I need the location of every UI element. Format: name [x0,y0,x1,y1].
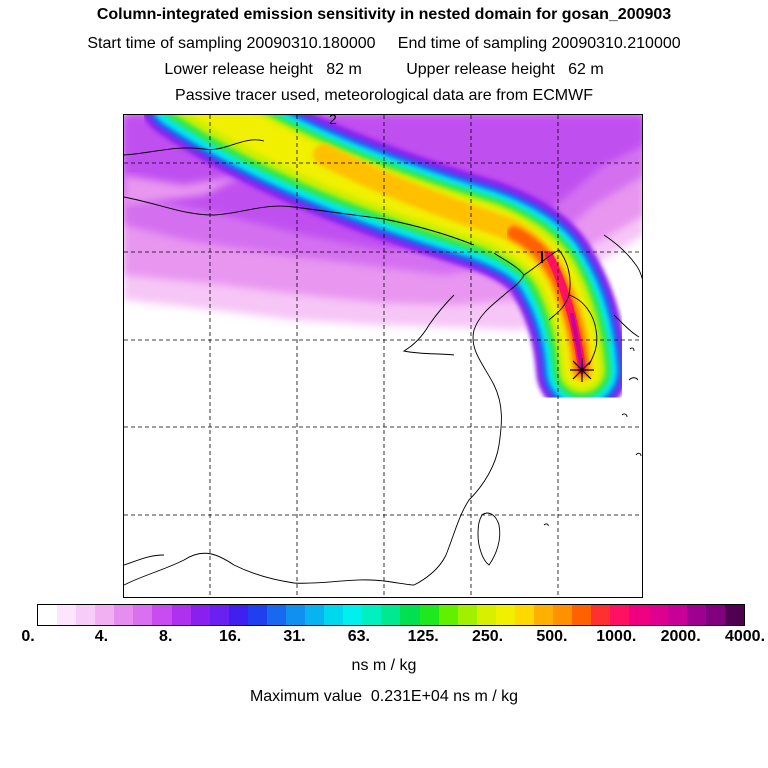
colorbar-cell [438,605,458,625]
colorbar-tick-label: 1000. [596,628,637,645]
colorbar-cell [362,605,382,625]
colorbar-cell [648,605,668,625]
colorbar-tick-label: 8. [159,628,173,645]
colorbar-cell [724,605,744,625]
colorbar-cell [667,605,687,625]
colorbar [37,604,745,626]
colorbar-cell [95,605,115,625]
colorbar-tick-label: 500. [536,628,568,645]
colorbar-cell [305,605,325,625]
graticule [124,115,642,597]
colorbar-cell [629,605,649,625]
colorbar-cell [133,605,153,625]
colorbar-cell [495,605,515,625]
colorbar-cell [57,605,77,625]
colorbar-tick-label: 63. [347,628,370,645]
colorbar-cell [686,605,706,625]
colorbar-tick-label: 4. [94,628,109,645]
colorbar-cell [38,605,58,625]
release-height-line: Lower release height 82 m Upper release … [164,61,604,78]
emission-sensitivity-map: 2 [123,114,643,598]
colorbar-cell [419,605,439,625]
colorbar-tick-labels: 0. 4. 8. 16. 31. 63. 125. 250. 500. 1000. 2000. 400… [0,628,768,648]
colorbar-cell [572,605,592,625]
colorbar-cell [152,605,172,625]
colorbar-cell [247,605,267,625]
colorbar-cell [286,605,306,625]
colorbar-unit-label: ns m / kg [351,657,417,674]
colorbar-tick-label: 250. [471,628,504,645]
colorbar-cell [324,605,344,625]
receptor-star-marker [570,358,594,382]
tracer-info-line: Passive tracer used, meteorological data… [175,87,593,104]
colorbar-tick-label: 16. [218,628,242,645]
colorbar-cell [514,605,535,625]
colorbar-cell [266,605,287,625]
maximum-value-label: Maximum value 0.231E+04 ns m / kg [249,688,519,705]
colorbar-tick-label: 0. [21,628,35,645]
colorbar-cell [228,605,248,625]
plot-title: Column-integrated emission sensitivity i… [96,6,672,23]
contour-label: 2 [329,115,337,127]
colorbar-cell [381,605,401,625]
colorbar-cell [76,605,96,625]
sampling-time-line: Start time of sampling 20090310.180000 E… [87,35,681,52]
colorbar-cell [705,605,725,625]
colorbar-cell [209,605,229,625]
colorbar-cell [534,605,554,625]
colorbar-cell [610,605,630,625]
colorbar-cell [171,605,191,625]
colorbar-cell [591,605,611,625]
plume [142,115,628,416]
colorbar-cell [400,605,420,625]
colorbar-cell [114,605,134,625]
colorbar-cell [476,605,496,625]
coastlines [124,139,642,586]
colorbar-tick-label: 2000. [660,628,701,645]
colorbar-cell [343,605,363,625]
colorbar-cell [457,605,477,625]
colorbar-tick-label: 31. [283,628,306,645]
colorbar-tick-label: 125. [407,628,439,645]
map-canvas: 2 [124,115,642,597]
colorbar-cell [190,605,210,625]
colorbar-tick-label: 4000. [724,628,766,645]
colorbar-cell [553,605,573,625]
